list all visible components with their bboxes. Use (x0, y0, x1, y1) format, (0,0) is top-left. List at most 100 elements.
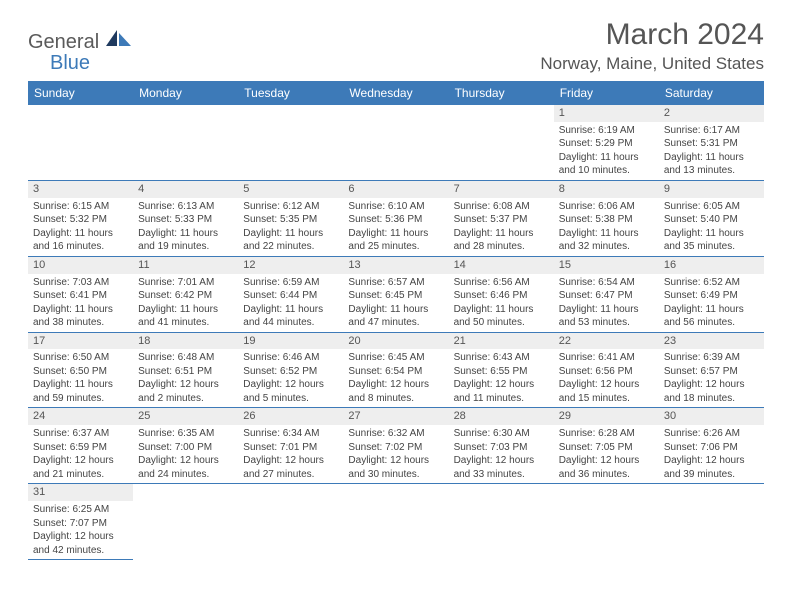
day-number: 18 (133, 333, 238, 350)
sunset-line: Sunset: 6:56 PM (559, 365, 654, 379)
daylight-line: Daylight: 11 hours and 59 minutes. (33, 378, 128, 405)
day-number: 29 (554, 408, 659, 425)
sunrise-line: Sunrise: 6:25 AM (33, 503, 128, 517)
sunset-line: Sunset: 7:05 PM (559, 441, 654, 455)
day-number: 15 (554, 257, 659, 274)
calendar-cell: 12Sunrise: 6:59 AMSunset: 6:44 PMDayligh… (238, 256, 343, 332)
sunset-line: Sunset: 6:54 PM (348, 365, 443, 379)
calendar-cell: 28Sunrise: 6:30 AMSunset: 7:03 PMDayligh… (449, 408, 554, 484)
sunset-line: Sunset: 6:44 PM (243, 289, 338, 303)
header: General Blue March 2024 Norway, Maine, U… (28, 18, 764, 75)
day-body: Sunrise: 6:57 AMSunset: 6:45 PMDaylight:… (343, 274, 448, 332)
day-number: 10 (28, 257, 133, 274)
calendar-cell: 8Sunrise: 6:06 AMSunset: 5:38 PMDaylight… (554, 180, 659, 256)
daylight-line: Daylight: 12 hours and 5 minutes. (243, 378, 338, 405)
sunset-line: Sunset: 5:36 PM (348, 213, 443, 227)
sunrise-line: Sunrise: 6:45 AM (348, 351, 443, 365)
calendar-cell (659, 484, 764, 560)
calendar-cell: 21Sunrise: 6:43 AMSunset: 6:55 PMDayligh… (449, 332, 554, 408)
sunset-line: Sunset: 5:31 PM (664, 137, 759, 151)
calendar-head: SundayMondayTuesdayWednesdayThursdayFrid… (28, 81, 764, 105)
title-block: March 2024 Norway, Maine, United States (540, 18, 764, 74)
day-body: Sunrise: 6:26 AMSunset: 7:06 PMDaylight:… (659, 425, 764, 483)
calendar-cell: 20Sunrise: 6:45 AMSunset: 6:54 PMDayligh… (343, 332, 448, 408)
daylight-line: Daylight: 11 hours and 56 minutes. (664, 303, 759, 330)
daylight-line: Daylight: 11 hours and 19 minutes. (138, 227, 233, 254)
sunset-line: Sunset: 6:45 PM (348, 289, 443, 303)
weekday-header: Wednesday (343, 81, 448, 105)
daylight-line: Daylight: 12 hours and 24 minutes. (138, 454, 233, 481)
sunset-line: Sunset: 6:52 PM (243, 365, 338, 379)
daylight-line: Daylight: 11 hours and 47 minutes. (348, 303, 443, 330)
calendar-cell: 10Sunrise: 7:03 AMSunset: 6:41 PMDayligh… (28, 256, 133, 332)
daylight-line: Daylight: 11 hours and 35 minutes. (664, 227, 759, 254)
day-number: 25 (133, 408, 238, 425)
sunrise-line: Sunrise: 6:28 AM (559, 427, 654, 441)
day-body: Sunrise: 6:37 AMSunset: 6:59 PMDaylight:… (28, 425, 133, 483)
day-body: Sunrise: 6:05 AMSunset: 5:40 PMDaylight:… (659, 198, 764, 256)
calendar-cell: 13Sunrise: 6:57 AMSunset: 6:45 PMDayligh… (343, 256, 448, 332)
calendar-cell: 30Sunrise: 6:26 AMSunset: 7:06 PMDayligh… (659, 408, 764, 484)
day-body: Sunrise: 6:46 AMSunset: 6:52 PMDaylight:… (238, 349, 343, 407)
day-body: Sunrise: 6:32 AMSunset: 7:02 PMDaylight:… (343, 425, 448, 483)
day-number: 19 (238, 333, 343, 350)
sunset-line: Sunset: 6:51 PM (138, 365, 233, 379)
day-body: Sunrise: 6:54 AMSunset: 6:47 PMDaylight:… (554, 274, 659, 332)
calendar-cell: 14Sunrise: 6:56 AMSunset: 6:46 PMDayligh… (449, 256, 554, 332)
calendar-cell (343, 484, 448, 560)
sunset-line: Sunset: 5:35 PM (243, 213, 338, 227)
calendar-cell: 16Sunrise: 6:52 AMSunset: 6:49 PMDayligh… (659, 256, 764, 332)
sunrise-line: Sunrise: 6:48 AM (138, 351, 233, 365)
sail-icon (106, 30, 132, 48)
day-number: 14 (449, 257, 554, 274)
day-number: 7 (449, 181, 554, 198)
sunset-line: Sunset: 5:29 PM (559, 137, 654, 151)
calendar-cell: 3Sunrise: 6:15 AMSunset: 5:32 PMDaylight… (28, 180, 133, 256)
calendar-cell (449, 105, 554, 180)
calendar-cell: 23Sunrise: 6:39 AMSunset: 6:57 PMDayligh… (659, 332, 764, 408)
sunset-line: Sunset: 6:46 PM (454, 289, 549, 303)
sunset-line: Sunset: 7:03 PM (454, 441, 549, 455)
day-number: 23 (659, 333, 764, 350)
day-body: Sunrise: 6:56 AMSunset: 6:46 PMDaylight:… (449, 274, 554, 332)
day-body: Sunrise: 6:39 AMSunset: 6:57 PMDaylight:… (659, 349, 764, 407)
day-body: Sunrise: 6:06 AMSunset: 5:38 PMDaylight:… (554, 198, 659, 256)
sunrise-line: Sunrise: 6:34 AM (243, 427, 338, 441)
day-number: 22 (554, 333, 659, 350)
calendar-cell (343, 105, 448, 180)
daylight-line: Daylight: 12 hours and 8 minutes. (348, 378, 443, 405)
calendar-cell: 7Sunrise: 6:08 AMSunset: 5:37 PMDaylight… (449, 180, 554, 256)
sunrise-line: Sunrise: 6:05 AM (664, 200, 759, 214)
sunrise-line: Sunrise: 7:03 AM (33, 276, 128, 290)
calendar-cell (133, 105, 238, 180)
sunrise-line: Sunrise: 7:01 AM (138, 276, 233, 290)
day-number: 16 (659, 257, 764, 274)
day-number: 17 (28, 333, 133, 350)
weekday-header: Saturday (659, 81, 764, 105)
daylight-line: Daylight: 12 hours and 27 minutes. (243, 454, 338, 481)
month-title: March 2024 (540, 18, 764, 52)
day-body: Sunrise: 6:48 AMSunset: 6:51 PMDaylight:… (133, 349, 238, 407)
sunset-line: Sunset: 6:47 PM (559, 289, 654, 303)
day-body: Sunrise: 6:41 AMSunset: 6:56 PMDaylight:… (554, 349, 659, 407)
calendar-cell: 19Sunrise: 6:46 AMSunset: 6:52 PMDayligh… (238, 332, 343, 408)
sunset-line: Sunset: 6:55 PM (454, 365, 549, 379)
sunrise-line: Sunrise: 6:43 AM (454, 351, 549, 365)
day-body: Sunrise: 6:43 AMSunset: 6:55 PMDaylight:… (449, 349, 554, 407)
day-number: 11 (133, 257, 238, 274)
day-body: Sunrise: 6:13 AMSunset: 5:33 PMDaylight:… (133, 198, 238, 256)
sunset-line: Sunset: 6:41 PM (33, 289, 128, 303)
sunset-line: Sunset: 5:40 PM (664, 213, 759, 227)
daylight-line: Daylight: 11 hours and 25 minutes. (348, 227, 443, 254)
weekday-header: Tuesday (238, 81, 343, 105)
daylight-line: Daylight: 12 hours and 33 minutes. (454, 454, 549, 481)
sunset-line: Sunset: 5:37 PM (454, 213, 549, 227)
sunrise-line: Sunrise: 6:17 AM (664, 124, 759, 138)
sunrise-line: Sunrise: 6:32 AM (348, 427, 443, 441)
sunset-line: Sunset: 6:42 PM (138, 289, 233, 303)
sunset-line: Sunset: 7:00 PM (138, 441, 233, 455)
day-body: Sunrise: 7:01 AMSunset: 6:42 PMDaylight:… (133, 274, 238, 332)
calendar-cell (449, 484, 554, 560)
calendar-cell: 26Sunrise: 6:34 AMSunset: 7:01 PMDayligh… (238, 408, 343, 484)
calendar-cell (554, 484, 659, 560)
